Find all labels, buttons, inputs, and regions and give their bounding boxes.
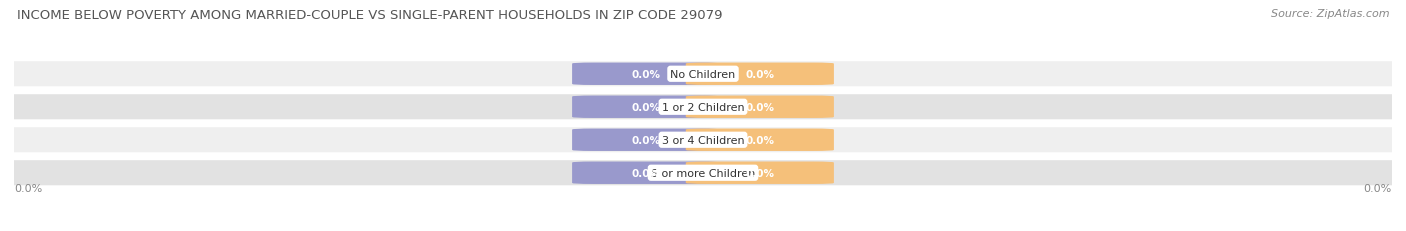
FancyBboxPatch shape	[0, 95, 1406, 120]
FancyBboxPatch shape	[686, 63, 834, 86]
Text: 0.0%: 0.0%	[745, 135, 775, 145]
FancyBboxPatch shape	[572, 129, 720, 151]
Text: No Children: No Children	[671, 70, 735, 79]
Text: 3 or 4 Children: 3 or 4 Children	[662, 135, 744, 145]
FancyBboxPatch shape	[572, 63, 720, 86]
Text: 0.0%: 0.0%	[631, 135, 661, 145]
Text: Source: ZipAtlas.com: Source: ZipAtlas.com	[1271, 9, 1389, 19]
FancyBboxPatch shape	[0, 161, 1406, 185]
Text: 1 or 2 Children: 1 or 2 Children	[662, 102, 744, 112]
Text: INCOME BELOW POVERTY AMONG MARRIED-COUPLE VS SINGLE-PARENT HOUSEHOLDS IN ZIP COD: INCOME BELOW POVERTY AMONG MARRIED-COUPL…	[17, 9, 723, 22]
Text: 0.0%: 0.0%	[745, 102, 775, 112]
Text: 0.0%: 0.0%	[631, 102, 661, 112]
FancyBboxPatch shape	[0, 62, 1406, 87]
Text: 0.0%: 0.0%	[745, 70, 775, 79]
FancyBboxPatch shape	[572, 96, 720, 119]
FancyBboxPatch shape	[572, 162, 720, 184]
Text: 0.0%: 0.0%	[631, 168, 661, 178]
FancyBboxPatch shape	[0, 128, 1406, 153]
Text: 0.0%: 0.0%	[631, 70, 661, 79]
FancyBboxPatch shape	[686, 162, 834, 184]
Text: 0.0%: 0.0%	[14, 183, 42, 193]
FancyBboxPatch shape	[686, 129, 834, 151]
Text: 0.0%: 0.0%	[1364, 183, 1392, 193]
FancyBboxPatch shape	[686, 96, 834, 119]
Text: 5 or more Children: 5 or more Children	[651, 168, 755, 178]
Text: 0.0%: 0.0%	[745, 168, 775, 178]
